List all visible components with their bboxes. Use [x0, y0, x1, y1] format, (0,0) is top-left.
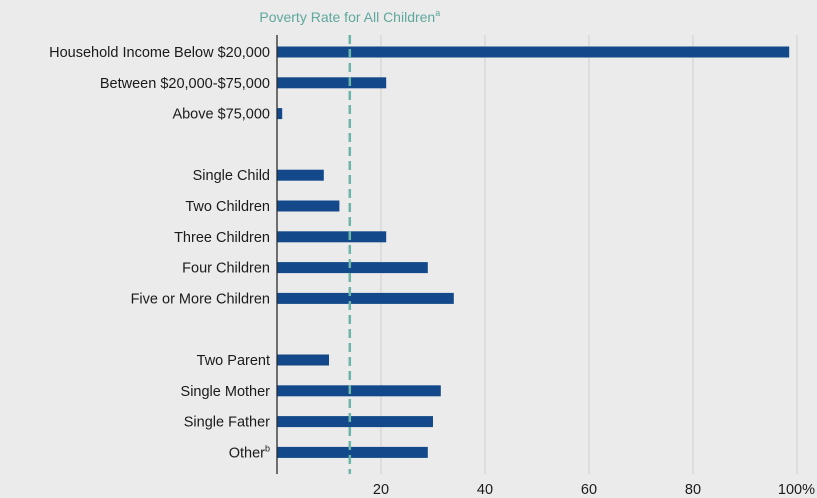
reference-line-label: Poverty Rate for All Childrena	[259, 8, 440, 25]
category-footnote-b: b	[265, 443, 270, 453]
category-label-single-father: Single Father	[184, 415, 270, 431]
category-label-above-75-000: Above $75,000	[172, 107, 270, 123]
bar-three-children	[277, 231, 387, 243]
x-tick-label-20: 20	[373, 482, 389, 498]
category-label-four-children: Four Children	[182, 261, 270, 277]
category-label-five-or-more-children: Five or More Children	[131, 291, 270, 307]
x-tick-label-80: 80	[685, 482, 701, 498]
category-label-other: Otherb	[229, 443, 270, 461]
grid-lines	[380, 35, 798, 474]
bar-single-mother	[277, 385, 441, 397]
bar-five-or-more-children	[277, 292, 454, 304]
bar-two-parent	[277, 354, 329, 366]
bar-four-children	[277, 262, 428, 274]
bar-above-75-000	[277, 108, 283, 120]
category-label-between-20-000-75-000: Between $20,000-$75,000	[100, 76, 270, 92]
category-label-household-income-below-20-000: Household Income Below $20,000	[49, 45, 270, 61]
category-label-two-children: Two Children	[185, 199, 270, 215]
bar-two-children	[277, 200, 340, 212]
bar-single-child	[277, 169, 324, 181]
category-label-single-child: Single Child	[193, 168, 270, 184]
bar-single-father	[277, 416, 433, 428]
category-label-single-mother: Single Mother	[181, 384, 271, 400]
bar-household-income-below-20-000	[277, 46, 790, 58]
category-labels: Household Income Below $20,000 Between $2…	[49, 45, 270, 461]
bar-other	[277, 446, 428, 458]
x-tick-labels: 20 40 60 80 100%	[373, 482, 815, 498]
x-tick-label-60: 60	[581, 482, 597, 498]
bars	[277, 46, 790, 458]
reference-line-footnote: a	[435, 8, 440, 18]
reference-line-group: Poverty Rate for All Childrena	[259, 8, 440, 474]
category-label-three-children: Three Children	[174, 230, 270, 246]
x-tick-label-40: 40	[477, 482, 493, 498]
category-label-two-parent: Two Parent	[197, 353, 270, 369]
x-tick-label-100: 100%	[778, 482, 815, 498]
bar-between-20-000-75-000	[277, 77, 387, 89]
